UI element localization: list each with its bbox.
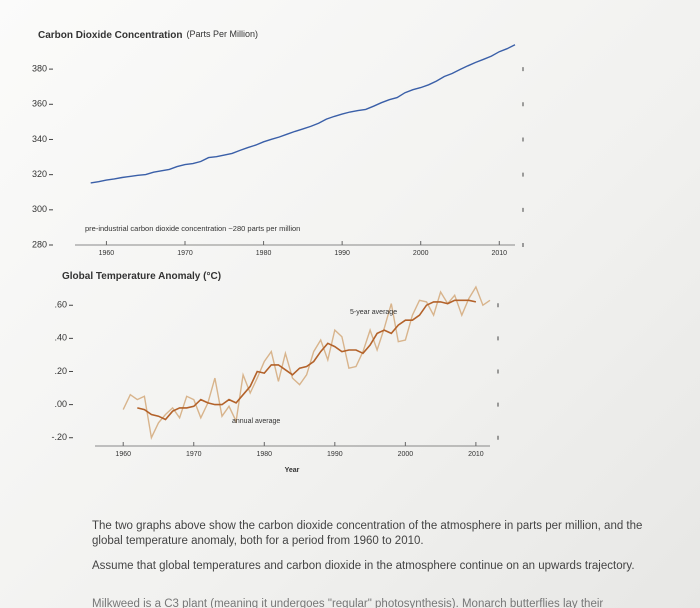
- y-tick-label: 320: [32, 169, 47, 179]
- paragraph: Assume that global temperatures and carb…: [92, 560, 635, 572]
- data-line: [90, 44, 516, 184]
- x-tick-label: 2010: [468, 451, 484, 458]
- annotation: pre-industrial carbon dioxide concentrat…: [85, 224, 300, 233]
- x-tick-label: 2000: [398, 451, 414, 458]
- y-tick-label: .00: [54, 399, 67, 409]
- y-tick-label: 360: [32, 99, 47, 109]
- charts: Carbon Dioxide Concentration (Parts Per M…: [32, 29, 524, 474]
- title-text: Carbon Dioxide Concentration: [38, 30, 182, 41]
- y-tick-label: .60: [54, 300, 67, 310]
- series-label: annual average: [232, 418, 280, 425]
- x-tick-label: 2000: [413, 250, 429, 257]
- y-tick-label: 280: [32, 239, 47, 249]
- subtitle-text: (Parts Per Million): [186, 29, 258, 39]
- x-tick-label: 1970: [177, 250, 193, 257]
- y-tick-label: 340: [32, 134, 47, 144]
- x-tick-label: 1960: [99, 250, 115, 257]
- title-text: Global Temperature Anomaly (°C): [62, 271, 221, 282]
- y-tick-label: 380: [32, 63, 47, 73]
- series-label: 5-year average: [350, 309, 397, 316]
- x-tick-label: 2010: [491, 250, 507, 257]
- data-line: [122, 285, 491, 441]
- y-tick-label: .40: [54, 333, 67, 343]
- x-axis-label: Year: [285, 467, 300, 474]
- x-tick-label: 1960: [115, 451, 131, 458]
- x-tick-label: 1990: [334, 250, 350, 257]
- data-line: [137, 299, 477, 421]
- x-tick-label: 1980: [256, 250, 272, 257]
- x-tick-label: 1970: [186, 451, 202, 458]
- chart-title: Carbon Dioxide Concentration (Parts Per M…: [38, 29, 258, 40]
- x-tick-label: 1980: [256, 451, 272, 458]
- paragraph: Milkweed is a C3 plant (meaning it under…: [92, 598, 604, 608]
- y-tick-label: .20: [54, 366, 67, 376]
- y-tick-label: -.20: [51, 432, 67, 442]
- x-tick-label: 1990: [327, 451, 343, 458]
- y-tick-label: 300: [32, 204, 47, 214]
- paragraph: The two graphs above show the carbon dio…: [92, 520, 643, 547]
- chart-title: Global Temperature Anomaly (°C): [62, 271, 221, 282]
